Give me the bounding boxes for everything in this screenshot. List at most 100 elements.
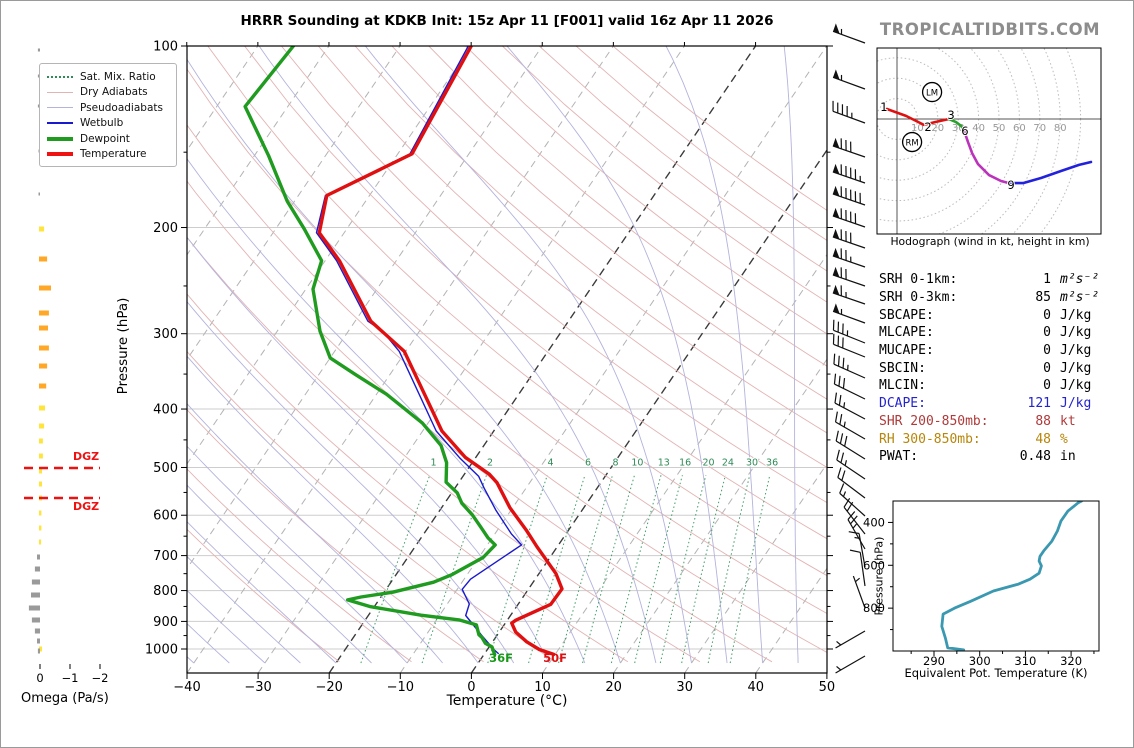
barb-half [843,421,846,428]
mixing-ratio-label: 13 [658,457,670,468]
dry-adiabat-line [502,46,827,303]
dry-adiabat-line [465,46,827,335]
barb-full [846,501,854,512]
mixing-ratio-line [729,475,771,664]
dgz-label-lower: DGZ [73,500,100,513]
wind-barb [832,137,866,158]
stat-row: DCAPE: 121 J/kg [879,395,1109,413]
omega-bar-down [31,579,40,585]
wind-barb [832,163,866,184]
pressure-tick-label: 1000 [145,643,178,658]
stat-value: 121 [1027,396,1051,412]
barb-staff [839,492,866,517]
pressure-tick-label: 800 [153,584,178,599]
omega-bar-down [31,617,40,623]
stat-unit: J/kg [1060,360,1092,376]
page-title: HRRR Sounding at KDKB Init: 15z Apr 11 [… [240,13,774,29]
watermark-logo: TROPICALTIDBITS.COM [879,20,1101,39]
wind-barb [852,575,866,609]
barb-staff [832,310,866,324]
wind-barb [847,511,866,550]
hodograph-trace-9km+ [1007,160,1093,185]
stat-label: DCAPE: [879,396,926,412]
dry-adiabat-line [187,124,827,653]
mixing-ratio-label: 6 [585,457,591,468]
barb-staff [832,236,866,249]
legend-swatch-thin-red [47,91,73,93]
mixing-ratio-line [487,475,548,664]
isotherm-line [399,46,827,673]
dry-adiabat-line [187,409,484,663]
omega-bar-up [39,468,42,474]
stat-row: SRH 0-1km: 1 m²s⁻² [879,271,1109,289]
wind-barb [832,247,866,268]
pressure-tick-label: 400 [153,403,178,418]
stat-unit: m²s⁻² [1060,290,1100,306]
isotherm-line [542,253,827,673]
omega-bar-up [39,481,42,487]
mixing-ratio-label: 8 [613,457,619,468]
pseudoadiabat-line [665,46,764,664]
temperature-tick-label: 10 [534,680,551,695]
hodograph-ring-label: 10 [911,123,924,134]
temperature-tick-label: 0 [467,680,475,695]
temperature-tick-label: 50 [819,680,836,695]
mixing-ratio-line [610,475,662,664]
dry-adiabat-line [187,180,773,663]
barb-pennant [833,69,840,80]
stat-row: MLCAPE: 0 J/kg [879,324,1109,342]
wind-barb [832,284,866,305]
hodograph-ring-label: 50 [993,123,1006,134]
legend-label: Pseudoadiabats [80,101,163,114]
stat-row: SBCAPE: 0 J/kg [879,306,1109,324]
stat-unit: kt [1060,413,1076,429]
temperature-curve [317,46,564,657]
stat-label: MLCIN: [879,378,926,394]
wind-barb [832,185,866,206]
theta-e-y-axis-title: Pressure (hPa) [872,536,886,616]
stat-value: 88 [1035,413,1051,429]
wind-barb [834,411,866,440]
omega-bar-up [39,525,42,531]
stat-row: MUCAPE: 0 J/kg [879,342,1109,360]
isotherm-line [257,46,685,673]
dgz-label-upper: DGZ [73,450,100,463]
barb-full [837,355,840,367]
pseudoadiabat-line [187,300,515,664]
dry-adiabat-line [187,236,701,663]
hodograph-rings: 10 20 30 40 50 60 70 80 LM RM 1 2 36 9 [877,48,1101,234]
theta-e-curve [940,501,1083,651]
legend-swatch-medium [47,122,73,125]
barb-half [836,666,842,671]
hodograph-trace-6-9km [962,128,1011,185]
stat-value: 0 [1043,378,1051,394]
pseudoadiabat-line [187,158,586,664]
stat-value: 48 [1035,431,1051,447]
wind-barb [837,467,866,499]
temperature-tick-label: 40 [748,680,765,695]
isotherm-line [187,46,614,673]
legend-item: Sat. Mix. Ratio [47,69,169,85]
omega-bar-down [37,638,40,644]
theta-e-frame [892,500,1100,652]
barb-full [834,411,838,423]
storm-motion-marker [901,131,923,153]
pseudoadiabat-line [364,46,692,664]
omega-bar-up [39,510,42,516]
barb-full [838,394,842,406]
omega-bar-down [38,192,40,196]
pseudoadiabat-line [187,589,266,664]
temperature-tick-label: −20 [315,680,342,695]
hodograph-panel: 10 20 30 40 50 60 70 80 LM RM 1 2 36 9 [876,47,1102,235]
mixing-ratio-line [360,475,431,664]
barb-staff [834,383,866,400]
omega-bar-up [39,325,48,331]
legend-label: Sat. Mix. Ratio [80,70,156,83]
pseudoadiabat-line [187,58,621,664]
dry-adiabat-line [428,46,827,367]
stat-label: SBCAPE: [879,307,934,323]
hodograph-ring-label: 20 [931,123,944,134]
isotherm-line [328,46,757,673]
omega-bar-up [39,646,42,652]
